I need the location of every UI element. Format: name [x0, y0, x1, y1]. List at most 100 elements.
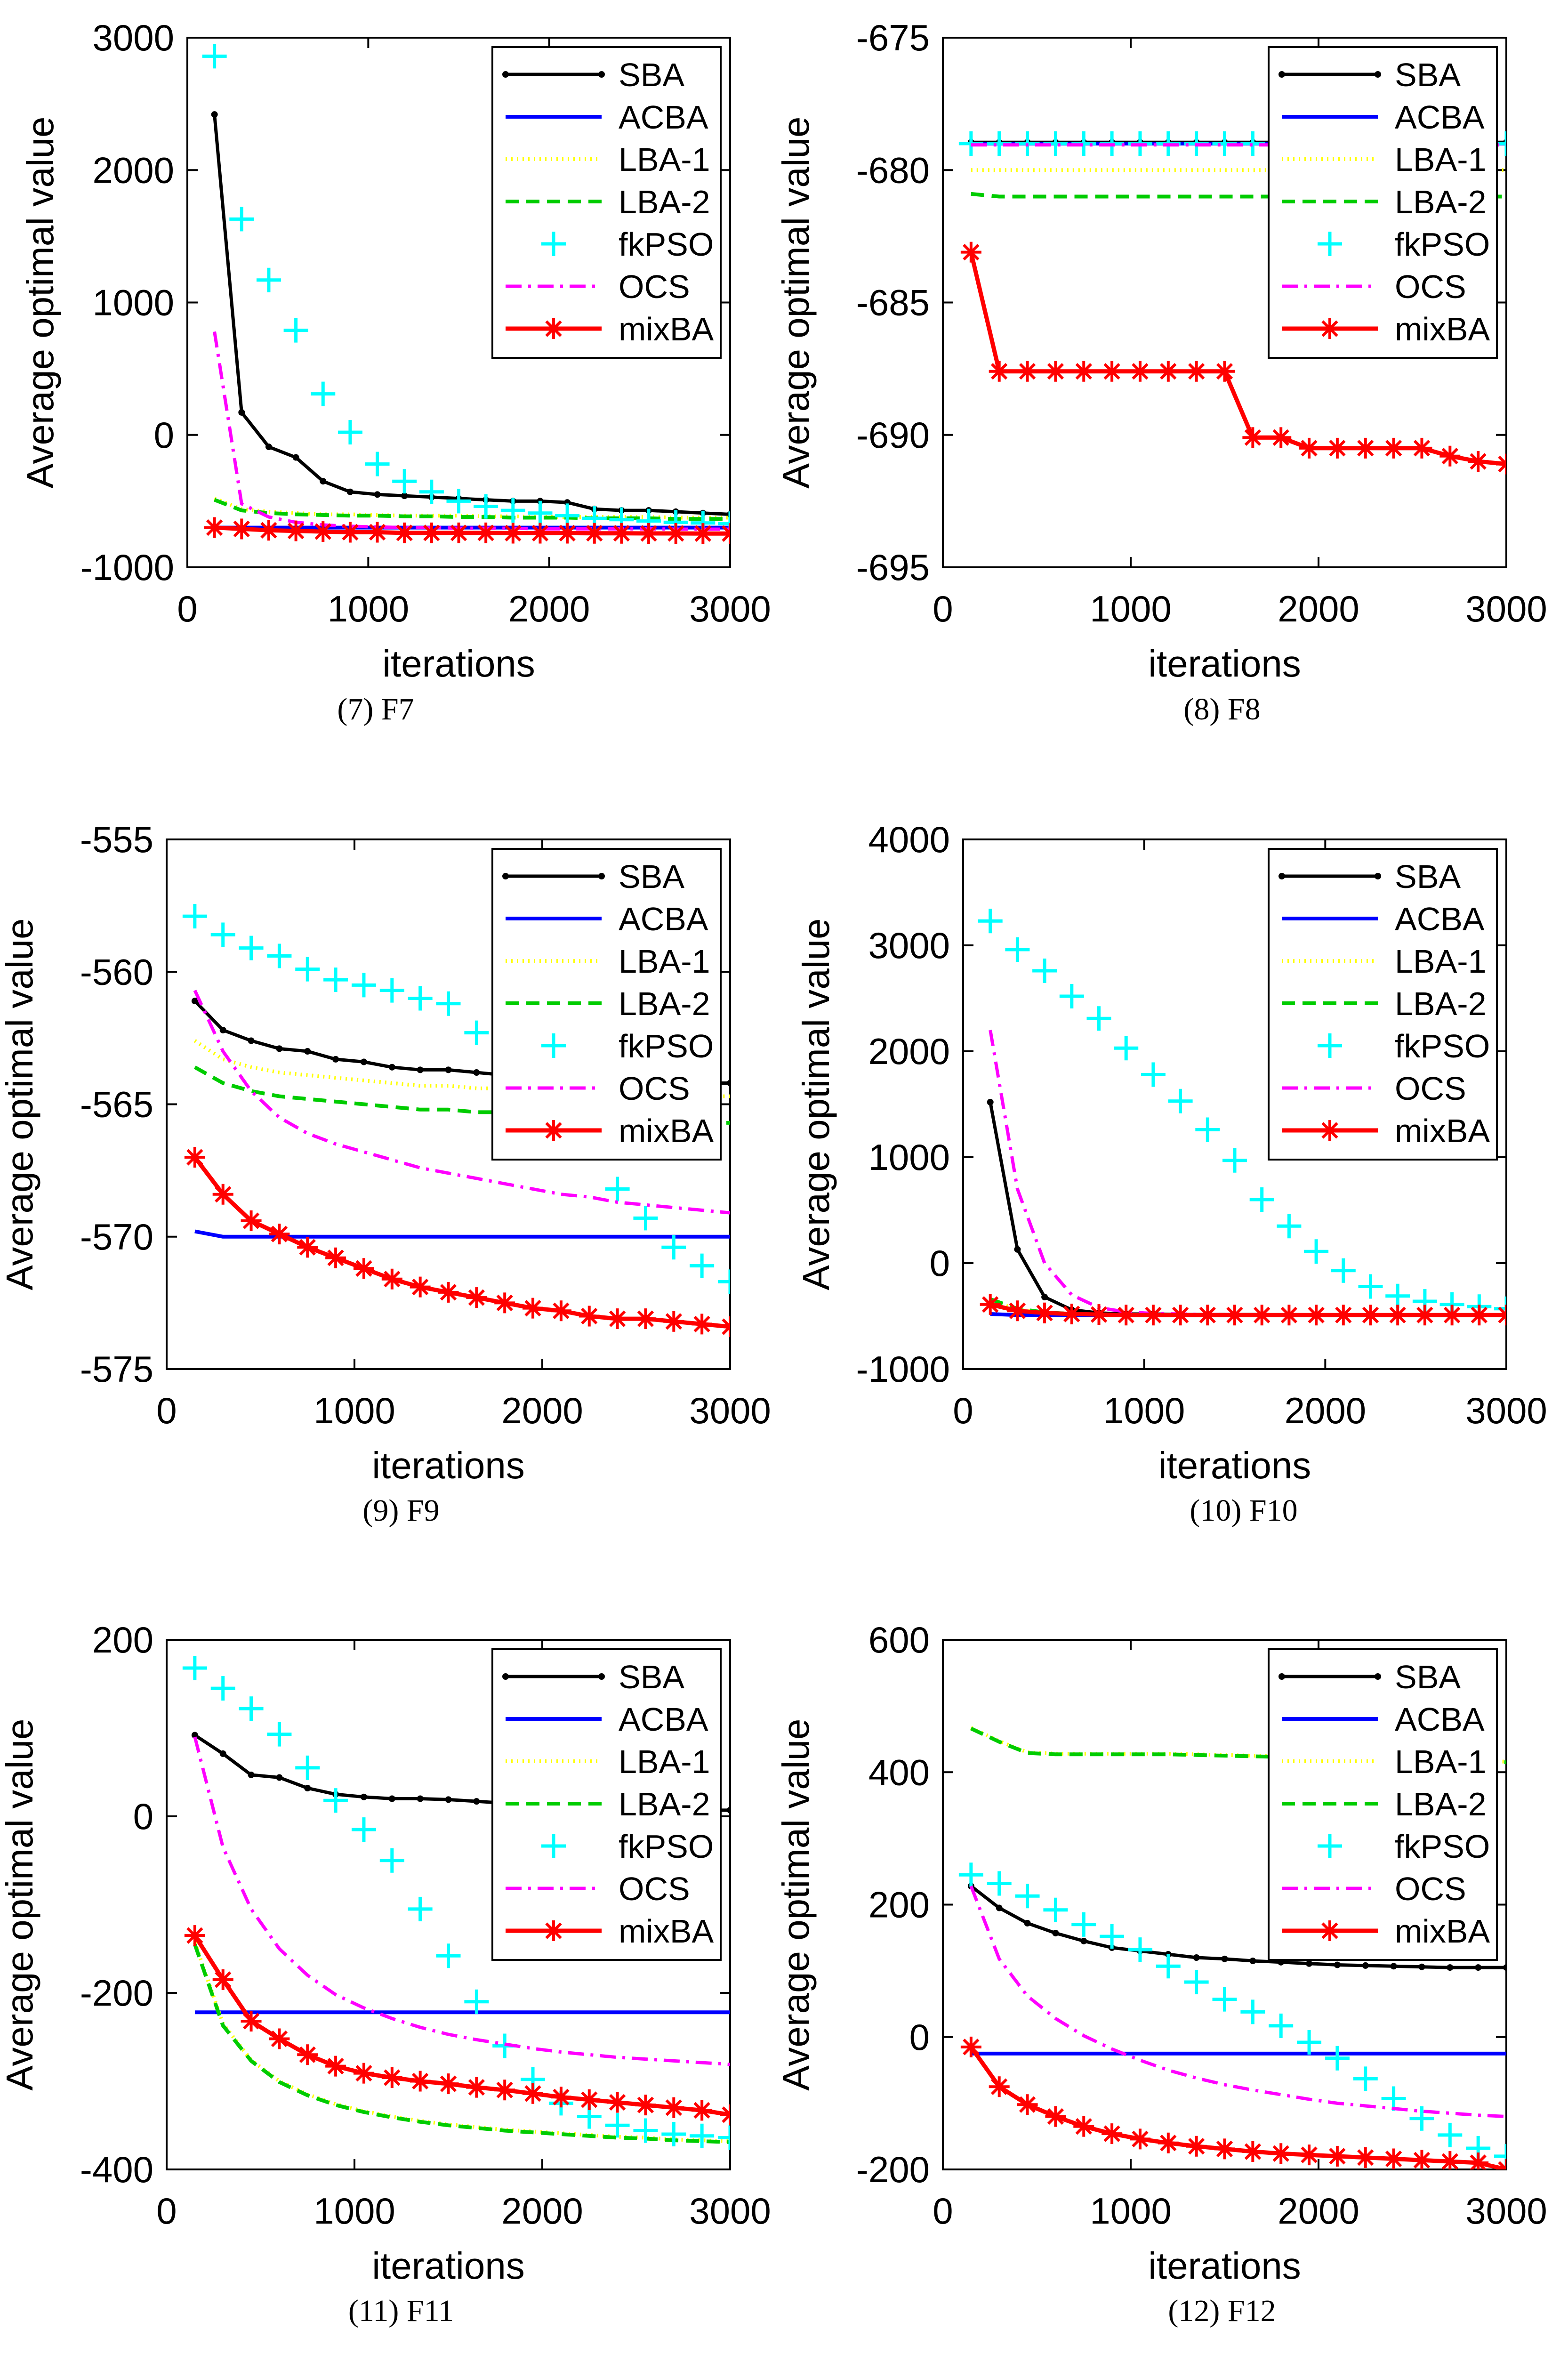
y-axis-label: Average optimal value [0, 1718, 40, 2090]
mixba-point [1129, 2128, 1150, 2150]
fkpso-point [210, 1676, 235, 1701]
legend: SBA ACBA LBA-1 LBA-2 fkPSO OCS mixBA [491, 1648, 722, 1961]
mixba-point [494, 1292, 515, 1314]
mixba-point [692, 523, 714, 544]
series-line-lba-2 [193, 1943, 730, 2144]
legend-label: mixBA [1395, 1913, 1490, 1950]
y-axis-label: Average optimal value [19, 116, 61, 488]
fkpso-point [392, 469, 417, 494]
x-tick-label: 2000 [1285, 1390, 1367, 1431]
sba-point [219, 1027, 226, 1033]
legend-label: OCS [619, 1070, 690, 1107]
fkpso-point [1015, 1884, 1040, 1909]
series-line-sba [213, 114, 730, 516]
mixba-point [543, 318, 564, 339]
legend-label: LBA-1 [1395, 1743, 1487, 1780]
series-group [182, 1656, 730, 2150]
fkpso-point [500, 498, 525, 523]
fkpso-point [365, 451, 390, 476]
mixba-point [1102, 361, 1123, 382]
sba-point [727, 1806, 730, 1814]
sba-point [304, 1785, 311, 1791]
sba-point [1193, 1954, 1200, 1961]
y-tick-label: -575 [80, 1348, 153, 1390]
sba-point [1306, 1960, 1313, 1967]
fkpso-point [210, 922, 235, 947]
y-tick-label: -200 [856, 2149, 930, 2190]
y-axis-label: Average optimal value [795, 918, 837, 1290]
y-tick-label: -1000 [80, 547, 175, 588]
fkpso-point [1325, 2046, 1350, 2071]
mixba-point [1061, 1304, 1082, 1324]
legend-label: LBA-2 [619, 1786, 710, 1822]
y-tick-label: -570 [80, 1216, 153, 1258]
mixba-point [1224, 1305, 1245, 1326]
y-tick-label: 3000 [92, 17, 174, 58]
mixba-point [325, 2056, 346, 2077]
y-tick-label: -675 [856, 17, 930, 58]
x-tick-label: 1000 [1103, 1390, 1185, 1431]
x-tick-label: 1000 [1090, 2190, 1172, 2232]
mixba-point [692, 2100, 713, 2121]
sba-point [276, 1774, 283, 1781]
sba-point [292, 454, 299, 461]
x-tick-label: 0 [177, 588, 197, 629]
x-tick-label: 3000 [689, 2190, 771, 2232]
sba-point [320, 478, 327, 485]
fkpso-point [351, 973, 376, 998]
sba-point [1362, 1962, 1369, 1969]
fkpso-point [1141, 1062, 1166, 1087]
sba-point [987, 1099, 994, 1105]
mixba-point [1299, 437, 1320, 459]
mixba-point [1299, 2144, 1320, 2166]
legend-label: OCS [1395, 1870, 1466, 1907]
chart-panels: 0 1000 2000 3000-10000100020003000iteration… [0, 17, 1547, 2328]
legend-label: fkPSO [619, 1028, 714, 1064]
mixba-point [1333, 1305, 1354, 1326]
x-axis-label: iterations [1148, 2245, 1301, 2287]
fkpso-point [1318, 232, 1342, 256]
fkpso-point [528, 500, 553, 525]
mixba-point [325, 1247, 346, 1268]
fkpso-point [1114, 1036, 1139, 1061]
x-axis-label: iterations [1148, 643, 1301, 685]
fkpso-point [1249, 1187, 1274, 1212]
mixba-point [410, 1276, 431, 1298]
fkpso-point [987, 1871, 1012, 1896]
panel-caption: (12) F12 [1168, 2294, 1276, 2328]
fkpso-point [338, 420, 362, 445]
fkpso-point [295, 957, 320, 982]
fkpso-point [1494, 2144, 1506, 2169]
fkpso-point [1127, 1937, 1152, 1962]
mixba-point [1158, 2132, 1179, 2153]
legend-label: OCS [619, 268, 690, 305]
fkpso-point [1222, 1148, 1247, 1173]
legend-label: ACBA [619, 99, 708, 136]
mixba-point [1073, 361, 1094, 382]
sba-point [1390, 1963, 1397, 1970]
sba-point [1080, 1937, 1087, 1944]
mixba-point [1383, 437, 1404, 459]
series-group [202, 44, 730, 544]
mixba-point [1439, 2151, 1461, 2169]
x-tick-label: 0 [933, 588, 953, 629]
legend-label: mixBA [619, 1113, 714, 1149]
x-tick-label: 3000 [1465, 1390, 1547, 1431]
x-axis-label: iterations [382, 643, 535, 685]
mixba-point [353, 2063, 374, 2084]
fkpso-point [1358, 1274, 1383, 1299]
sba-point [445, 1796, 452, 1803]
mixba-point [960, 242, 981, 263]
mixba-point [381, 1268, 402, 1290]
y-tick-label: 2000 [92, 149, 174, 191]
y-tick-label: -400 [80, 2149, 153, 2190]
fkpso-point [958, 1862, 983, 1887]
panel-caption: (8) F8 [1183, 692, 1260, 726]
y-tick-label: 1000 [868, 1137, 950, 1178]
mixba-point [557, 523, 578, 544]
x-tick-label: 2000 [1278, 588, 1359, 629]
sba-point [388, 1064, 395, 1071]
mixba-point [1468, 451, 1489, 472]
mixba-point [523, 2083, 544, 2104]
fkpso-point [1304, 1239, 1329, 1264]
